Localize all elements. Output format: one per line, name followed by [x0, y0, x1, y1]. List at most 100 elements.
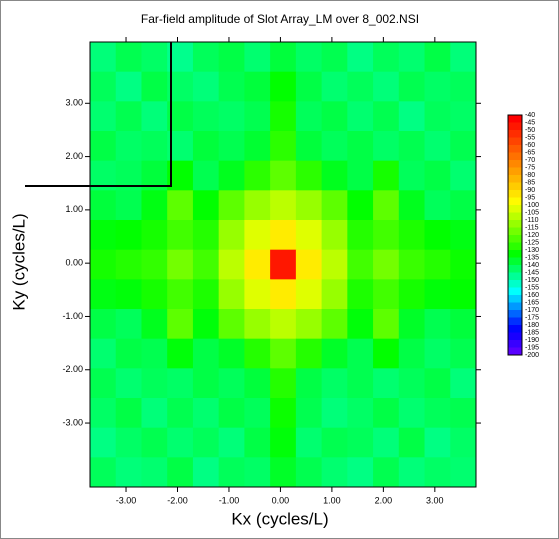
- heat-cell: [244, 457, 271, 488]
- heat-cell: [398, 279, 426, 310]
- heat-cell: [90, 427, 117, 458]
- colorbar-label: -165: [525, 299, 539, 306]
- colorbar-label: -115: [525, 224, 539, 231]
- colorbar-segment: [508, 257, 522, 266]
- heat-cell: [192, 42, 220, 73]
- colorbar-label: -185: [525, 329, 539, 336]
- heat-cell: [347, 220, 374, 251]
- x-tick-label: -3.00: [116, 495, 137, 505]
- heat-cell: [347, 42, 374, 73]
- heat-cell: [398, 101, 426, 132]
- colorbar-segment: [508, 205, 522, 213]
- heat-cell: [398, 131, 426, 162]
- heat-cell: [295, 220, 323, 251]
- heat-cell: [270, 190, 297, 221]
- heat-cell: [167, 398, 194, 429]
- heat-cell: [347, 131, 374, 162]
- heat-cell: [115, 71, 142, 102]
- colorbar-label: -50: [525, 127, 535, 134]
- y-tick-label: 1.00: [65, 204, 83, 214]
- heat-cell: [192, 160, 220, 191]
- heat-cell: [192, 368, 220, 399]
- colorbar-segment: [508, 265, 522, 273]
- heat-cell: [321, 220, 348, 251]
- colorbar-segment: [508, 212, 522, 221]
- colorbar-segment: [508, 122, 522, 131]
- heat-cell: [218, 220, 245, 251]
- heat-cell: [270, 398, 297, 429]
- colorbar-segment: [508, 347, 522, 356]
- heat-cell: [321, 398, 348, 429]
- colorbar-segment: [508, 280, 522, 288]
- heat-cell: [347, 368, 374, 399]
- colorbar-label: -40: [525, 112, 535, 119]
- heat-cell: [167, 309, 194, 340]
- heat-cell: [115, 101, 142, 132]
- heat-cell: [347, 398, 374, 429]
- colorbar-segment: [508, 250, 522, 258]
- heat-cell: [321, 457, 348, 488]
- heat-cell: [141, 279, 168, 310]
- heat-cell: [115, 42, 142, 73]
- heat-cell: [141, 131, 168, 162]
- heat-cell: [90, 249, 117, 280]
- heat-cell: [167, 220, 194, 251]
- heat-cell: [167, 457, 194, 488]
- heat-cell: [218, 279, 245, 310]
- colorbar-segment: [508, 272, 522, 281]
- heat-cell: [115, 249, 142, 280]
- heat-cell: [450, 249, 477, 280]
- heat-cell: [373, 160, 400, 191]
- heat-cell: [450, 101, 477, 132]
- heat-cell: [450, 42, 477, 73]
- heat-cell: [244, 71, 271, 102]
- heat-cell: [192, 71, 220, 102]
- heat-cell: [373, 398, 400, 429]
- heat-cell: [192, 249, 220, 280]
- colorbar-segment: [508, 242, 522, 251]
- heat-cell: [115, 190, 142, 221]
- colorbar-segment: [508, 175, 522, 183]
- heat-cell: [192, 220, 220, 251]
- y-tick-label: 3.00: [65, 98, 83, 108]
- x-tick-label: 0.00: [272, 495, 290, 505]
- heat-cell: [450, 160, 477, 191]
- colorbar-label: -145: [525, 269, 539, 276]
- heat-cell: [141, 427, 168, 458]
- colorbar-label: -75: [525, 164, 535, 171]
- heat-cell: [244, 101, 271, 132]
- colorbar-label: -100: [525, 202, 539, 209]
- heat-cell: [398, 190, 426, 221]
- heat-cell: [295, 190, 323, 221]
- heat-cell: [450, 368, 477, 399]
- heat-cell: [450, 190, 477, 221]
- heat-cell: [295, 309, 323, 340]
- heat-cell: [270, 457, 297, 488]
- heat-cell: [115, 368, 142, 399]
- colorbar-segment: [508, 160, 522, 168]
- colorbar-segment: [508, 115, 522, 123]
- heat-cell: [218, 71, 245, 102]
- heat-cell: [244, 190, 271, 221]
- heat-cell: [270, 131, 297, 162]
- colorbar-segment: [508, 227, 522, 236]
- heat-cell: [424, 220, 451, 251]
- y-tick-label: -1.00: [62, 311, 83, 321]
- heat-cell: [141, 42, 168, 73]
- heat-cell: [244, 398, 271, 429]
- heat-cell: [90, 309, 117, 340]
- heat-cell: [192, 309, 220, 340]
- y-tick-label: 2.00: [65, 151, 83, 161]
- colorbar-label: -160: [525, 292, 539, 299]
- heat-cell: [167, 368, 194, 399]
- colorbar-segment: [508, 340, 522, 348]
- colorbar-label: -65: [525, 149, 535, 156]
- heat-cell: [398, 249, 426, 280]
- heat-cell: [218, 368, 245, 399]
- heat-cell: [270, 368, 297, 399]
- heat-cell: [115, 398, 142, 429]
- heat-cell: [321, 368, 348, 399]
- heat-cell: [218, 338, 245, 369]
- colorbar-label: -140: [525, 262, 539, 269]
